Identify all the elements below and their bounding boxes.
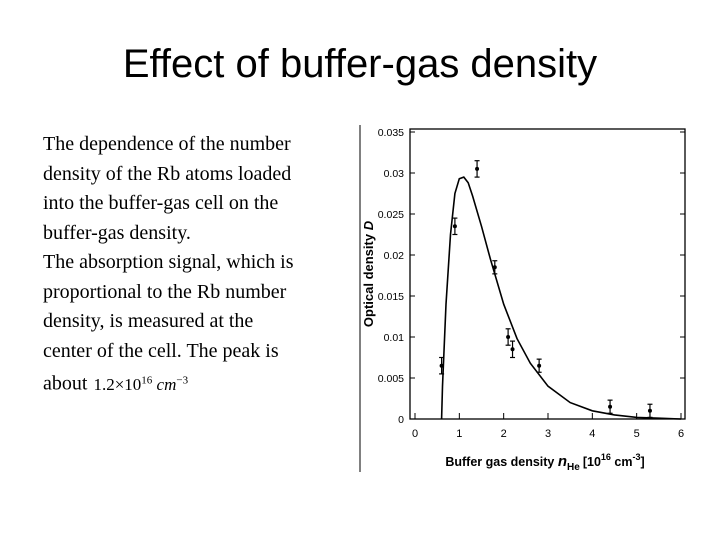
body-line: proportional to the Rb number	[43, 280, 287, 303]
y-tick-label: 0.01	[384, 332, 405, 344]
y-tick-label: 0.025	[378, 209, 404, 221]
chart-svg: 0 0.005 0.01 0.015 0.02 0.025 0.03 0.035 0 1 2 3 4 5…	[359, 125, 686, 473]
slide-title: Effect of buffer-gas density	[122, 42, 598, 86]
data-point	[608, 404, 613, 409]
y-tick-label: 0.035	[378, 127, 404, 139]
peak-base: 10	[124, 374, 142, 394]
body-line-about: about	[43, 372, 88, 395]
x-tick-label: 4	[589, 428, 595, 440]
peak-unit: cm	[156, 374, 177, 394]
plot-frame	[409, 128, 686, 420]
data-points-group	[439, 160, 653, 418]
x-tick-label: 6	[678, 428, 684, 440]
data-point	[439, 363, 444, 368]
x-tick-label: 1	[456, 428, 462, 440]
data-point	[537, 363, 542, 368]
peak-value: 1.2×1016 cm−3	[93, 374, 189, 394]
peak-mantissa: 1.2	[93, 374, 115, 394]
body-line: buffer-gas density.	[43, 221, 191, 244]
x-tick-label: 2	[501, 428, 507, 440]
y-tick-label: 0.03	[384, 168, 405, 180]
peak-times: ×	[114, 374, 125, 394]
peak-unit-exponent: −3	[176, 374, 189, 386]
body-line: density, is measured at the	[43, 310, 254, 332]
fit-curve-group	[440, 176, 682, 420]
y-tick-label: 0.005	[378, 373, 404, 385]
y-axis-ticks: 0 0.005 0.01 0.015 0.02 0.025 0.03 0.035	[378, 127, 685, 426]
y-tick-label: 0.02	[384, 250, 405, 262]
data-point	[506, 335, 511, 339]
x-tick-label: 5	[634, 428, 640, 440]
body-line: into the buffer-gas cell on the	[43, 192, 279, 214]
x-axis-ticks: 0 1 2 3 4 5 6	[412, 413, 684, 440]
data-point	[647, 408, 652, 413]
x-axis-label: Buffer gas density nHe [1016 cm-3]	[445, 452, 644, 473]
chart: 0 0.005 0.01 0.015 0.02 0.025 0.03 0.035 0 1 2 3 4 5…	[357, 120, 692, 478]
x-tick-label: 0	[412, 428, 418, 440]
data-point	[492, 265, 497, 270]
body-line: density of the Rb atoms loaded	[43, 162, 292, 185]
body-line: center of the cell. The peak is	[43, 339, 279, 362]
peak-exponent: 16	[141, 374, 153, 386]
y-tick-label: 0	[398, 414, 404, 426]
body-text: The dependence of the number density of …	[43, 130, 353, 399]
y-axis-label: Optical density D	[361, 220, 376, 327]
x-tick-label: 3	[545, 428, 551, 440]
body-line-last: about 1.2×1016 cm−3	[43, 366, 353, 399]
y-tick-label: 0.015	[378, 291, 404, 303]
data-point	[452, 224, 457, 229]
fit-curve-line	[440, 176, 682, 420]
data-point	[475, 166, 480, 171]
data-point	[510, 347, 515, 352]
body-line: The absorption signal, which is	[43, 251, 294, 273]
body-line: The dependence of the number	[43, 133, 291, 155]
